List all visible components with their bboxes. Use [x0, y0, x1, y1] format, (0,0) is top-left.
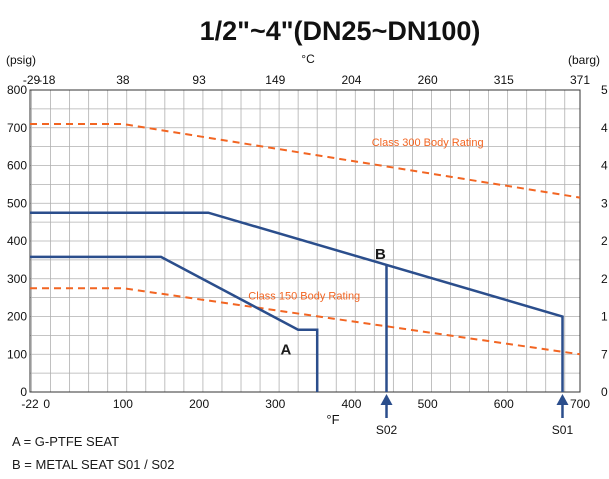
left-tick-label: 700 [7, 121, 27, 135]
left-axis-label: (psig) [6, 53, 36, 67]
right-tick-label: 4 [601, 159, 608, 173]
annotation-b: B [375, 246, 386, 263]
bottom-tick-label: 600 [494, 397, 514, 411]
top-tick-label: 260 [418, 73, 438, 87]
top-tick-label: 149 [265, 73, 285, 87]
marker-label-s01: S01 [552, 423, 574, 437]
marker-arrow-s02 [380, 394, 393, 405]
series-class-150-body-rating [30, 287, 581, 356]
top-axis-label: °C [301, 52, 315, 66]
top-tick-label: -18 [38, 73, 56, 87]
left-tick-label: 200 [7, 310, 27, 324]
right-tick-label: 0 [601, 385, 608, 399]
annotations: Class 300 Body Rating Class 150 Body Rati… [248, 137, 483, 358]
right-tick-label: 5 [601, 83, 608, 97]
series-a [30, 255, 319, 392]
series-class-300-body-rating [30, 123, 581, 199]
marker-label-s02: S02 [376, 423, 398, 437]
top-tick-label: 204 [341, 73, 361, 87]
top-tick-label: 38 [116, 73, 130, 87]
left-tick-label: 600 [7, 159, 27, 173]
bottom-tick-label: 500 [418, 397, 438, 411]
annotation-class-300-body-rating: Class 300 Body Rating [372, 137, 484, 149]
annotation-class-150-body-rating: Class 150 Body Rating [248, 291, 360, 303]
top-tick-label: 93 [192, 73, 206, 87]
right-tick-label: 7 [601, 347, 608, 361]
series-group [30, 123, 581, 392]
top-tick-label: 315 [494, 73, 514, 87]
right-tick-label: 2 [601, 234, 608, 248]
top-tick-label: -29 [23, 73, 41, 87]
left-tick-label: 100 [7, 347, 27, 361]
plot-border [29, 89, 581, 393]
marker-arrow-s01 [556, 394, 569, 405]
bottom-tick-label: 100 [113, 397, 133, 411]
bottom-tick-label: 700 [570, 397, 590, 411]
right-tick-label: 3 [601, 196, 608, 210]
right-tick-label: 4 [601, 121, 608, 135]
annotation-a: A [281, 341, 292, 358]
chart-title: 1/2"~4"(DN25~DN100) [200, 16, 481, 46]
legend-a: A = G-PTFE SEAT [12, 434, 120, 449]
left-tick-label: 500 [7, 196, 27, 210]
right-tick-label: 2 [601, 272, 608, 286]
left-tick-label: 400 [7, 234, 27, 248]
left-tick-label: 300 [7, 272, 27, 286]
grid [30, 89, 580, 393]
bottom-tick-label: 0 [43, 397, 50, 411]
tick-labels: -22 0 100 200 300 400 500 600 700-29-18 38 93 149 20… [7, 73, 608, 411]
bottom-tick-label: 200 [189, 397, 209, 411]
legend-b: B = METAL SEAT S01 / S02 [12, 457, 175, 472]
top-tick-label: 371 [570, 73, 590, 87]
left-tick-label: 800 [7, 83, 27, 97]
left-tick-label: 0 [20, 385, 27, 399]
right-tick-label: 1 [601, 310, 608, 324]
right-axis-label: (barg) [568, 53, 600, 67]
bottom-tick-label: -22 [21, 397, 39, 411]
plot-frame [29, 89, 581, 393]
seat-markers: S02 S01 [376, 394, 574, 437]
bottom-tick-label: 300 [265, 397, 285, 411]
bottom-tick-label: 400 [341, 397, 361, 411]
series-b [30, 211, 564, 392]
bottom-axis-label: °F [326, 412, 339, 427]
